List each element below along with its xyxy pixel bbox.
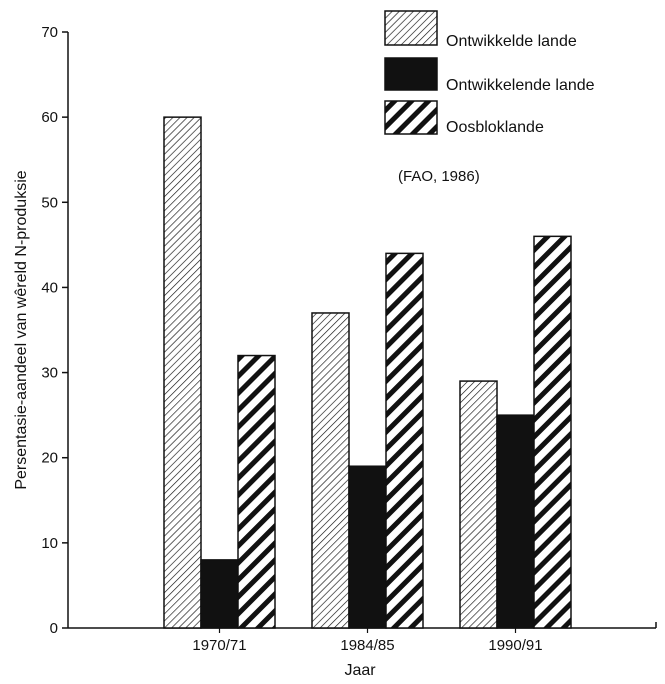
legend-swatch-ontwikkelde-lande: [384, 10, 438, 46]
legend-swatch-ontwikkelende-lande: [384, 57, 438, 91]
legend-label-ontwikkelde-lande: Ontwikkelde lande: [446, 33, 577, 50]
y-tick-label: 20: [41, 450, 58, 467]
y-tick-label: 0: [50, 620, 58, 637]
bar-ontwikkelde-lande-1970-71: [163, 116, 202, 629]
legend: Ontwikkelde lande Ontwikkelende lande Oo…: [384, 10, 595, 136]
x-axis: 1970/71 1984/85 1990/91 Jaar: [68, 622, 657, 679]
x-tick-label: 1970/71: [192, 637, 246, 654]
y-axis: 0 10 20 30 40 50 60 70 Persentasie-aandeel van …: [13, 24, 69, 637]
x-tick-label: 1984/85: [340, 637, 394, 654]
x-axis-title: Jaar: [344, 662, 376, 679]
bar-oosbloklande-1990-91: [533, 235, 572, 629]
y-tick-label: 60: [41, 109, 58, 126]
legend-label-ontwikkelende-lande: Ontwikkelende lande: [446, 77, 595, 94]
bar-oosbloklande-1984-85: [385, 252, 424, 629]
y-tick-label: 70: [41, 24, 58, 41]
y-tick-label: 10: [41, 535, 58, 552]
y-axis-title: Persentasie-aandeel van wêreld N-produks…: [13, 170, 30, 489]
bar-ontwikkelde-lande-1990-91: [459, 380, 498, 629]
bar-ontwikkelende-lande-1990-91: [496, 414, 535, 629]
bar-oosbloklande-1970-71: [237, 354, 276, 629]
y-tick-label: 50: [41, 194, 58, 211]
bars: [163, 116, 572, 629]
bar-ontwikkelde-lande-1984-85: [311, 312, 350, 629]
legend-swatch-oosbloklande: [384, 100, 438, 135]
y-tick-label: 30: [41, 365, 58, 382]
source-note: (FAO, 1986): [398, 168, 480, 185]
bar-ontwikkelende-lande-1970-71: [200, 559, 239, 629]
bar-ontwikkelende-lande-1984-85: [348, 465, 387, 629]
y-tick-label: 40: [41, 279, 58, 296]
legend-label-oosbloklande: Oosbloklande: [446, 119, 544, 136]
x-tick-label: 1990/91: [488, 637, 542, 654]
